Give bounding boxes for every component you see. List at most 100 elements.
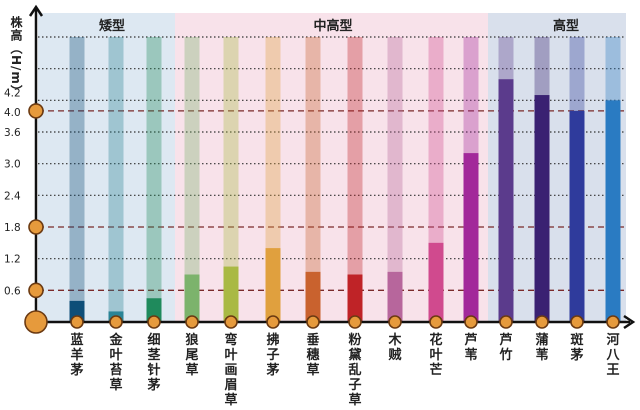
- x-tick-label: 草: [185, 362, 198, 378]
- bar: [305, 271, 321, 322]
- x-tick-label: 细: [147, 332, 160, 348]
- x-tick-label: 茅: [147, 377, 160, 393]
- x-tick-marker: [266, 315, 280, 329]
- x-tick-label: 苇: [464, 347, 477, 363]
- group-label: 高型: [553, 18, 579, 34]
- x-tick-marker: [147, 315, 161, 329]
- y-tick-label: 4.2: [4, 87, 21, 99]
- x-tick-label: 子: [348, 378, 361, 393]
- x-tick-marker: [499, 315, 513, 329]
- x-tick-label: 蓝: [70, 332, 83, 348]
- x-tick-label: 草: [224, 392, 237, 406]
- bar: [184, 274, 200, 322]
- x-tick-marker: [464, 315, 478, 329]
- bar-background: [69, 37, 85, 322]
- y-tick-label: 4.0: [4, 107, 21, 119]
- bar: [498, 79, 514, 322]
- bar: [534, 95, 550, 322]
- bar-background: [387, 37, 403, 322]
- x-tick-label: 竹: [498, 347, 512, 363]
- x-tick-label: 金: [108, 332, 123, 348]
- x-tick-label: 叶: [224, 348, 237, 363]
- bar: [387, 271, 403, 322]
- x-tick-marker: [606, 315, 620, 329]
- y-tick-label: 1.8: [4, 222, 21, 234]
- group-band: [38, 13, 175, 322]
- x-tick-marker: [429, 315, 443, 329]
- bar-background: [305, 37, 321, 322]
- x-tick-label: 粉: [348, 332, 361, 348]
- x-tick-label: 苔: [109, 362, 122, 378]
- y-tick-label: 3.0: [4, 159, 21, 171]
- y-tick-marker: [28, 282, 44, 299]
- x-tick-label: 芒: [429, 362, 442, 378]
- x-tick-label: 茎: [147, 347, 160, 363]
- x-tick-label: 草: [109, 377, 122, 393]
- x-tick-label: 斑: [570, 332, 583, 348]
- bar-background: [184, 37, 200, 322]
- bar-background: [347, 37, 363, 322]
- group-label: 中高型: [313, 18, 352, 34]
- y-axis-label: 株高（H/m）: [9, 15, 23, 98]
- x-tick-label: 贼: [387, 347, 401, 363]
- bar: [223, 266, 239, 322]
- x-tick-label: 叶: [429, 348, 442, 363]
- bar: [428, 242, 444, 322]
- x-tick-marker: [348, 315, 362, 329]
- x-tick-label: 河: [606, 332, 619, 348]
- x-axis-arrow-icon: [623, 314, 636, 330]
- x-tick-label: 乱: [348, 362, 361, 378]
- x-tick-marker: [109, 315, 123, 329]
- x-tick-marker: [535, 315, 549, 329]
- bar: [265, 248, 281, 322]
- origin-marker: [24, 310, 48, 334]
- x-tick-marker: [185, 315, 199, 329]
- x-tick-label: 拂: [266, 332, 279, 348]
- x-tick-label: 眉: [224, 378, 237, 393]
- x-tick-label: 垂: [306, 332, 319, 348]
- x-tick-marker: [306, 315, 320, 329]
- x-tick-marker: [224, 315, 238, 329]
- x-tick-label: 子: [266, 348, 279, 363]
- y-tick-label: 0.6: [4, 285, 21, 297]
- y-tick-label: 3.6: [4, 127, 21, 139]
- y-tick-label: 2.4: [4, 190, 21, 202]
- x-tick-label: 芦: [464, 332, 477, 348]
- x-tick-label: 针: [146, 362, 160, 378]
- y-axis-arrow-icon: [28, 4, 44, 17]
- y-tick-label: 1.2: [4, 254, 21, 266]
- x-tick-label: 芦: [499, 332, 512, 348]
- bar-background: [223, 37, 239, 322]
- x-tick-label: 羊: [70, 347, 83, 363]
- x-tick-label: 八: [605, 348, 620, 363]
- x-tick-label: 叶: [109, 348, 122, 363]
- bar-background: [146, 37, 162, 322]
- x-tick-label: 穗: [306, 347, 319, 363]
- bar: [146, 298, 162, 322]
- x-tick-label: 草: [348, 392, 361, 406]
- x-tick-label: 花: [429, 332, 442, 348]
- bar: [347, 274, 363, 322]
- x-tick-marker: [70, 315, 84, 329]
- x-tick-label: 黛: [347, 347, 361, 363]
- bar: [569, 110, 585, 322]
- x-tick-label: 茅: [570, 347, 583, 363]
- x-tick-marker: [388, 315, 402, 329]
- x-tick-label: 弯: [224, 332, 237, 348]
- x-tick-label: 狼: [184, 332, 199, 348]
- x-tick-label: 蒲: [535, 332, 548, 348]
- x-tick-label: 王: [606, 363, 619, 378]
- bar: [463, 153, 479, 322]
- x-tick-label: 画: [224, 363, 237, 378]
- bar: [605, 100, 621, 322]
- x-tick-label: 茅: [266, 362, 279, 378]
- x-tick-label: 苇: [535, 347, 548, 363]
- x-tick-label: 草: [306, 362, 319, 378]
- group-label: 矮型: [99, 18, 125, 34]
- x-tick-label: 木: [387, 332, 402, 348]
- x-tick-label: 茅: [70, 362, 83, 378]
- y-tick-marker: [28, 219, 44, 235]
- y-tick-marker: [28, 103, 44, 119]
- bar-background: [108, 37, 124, 322]
